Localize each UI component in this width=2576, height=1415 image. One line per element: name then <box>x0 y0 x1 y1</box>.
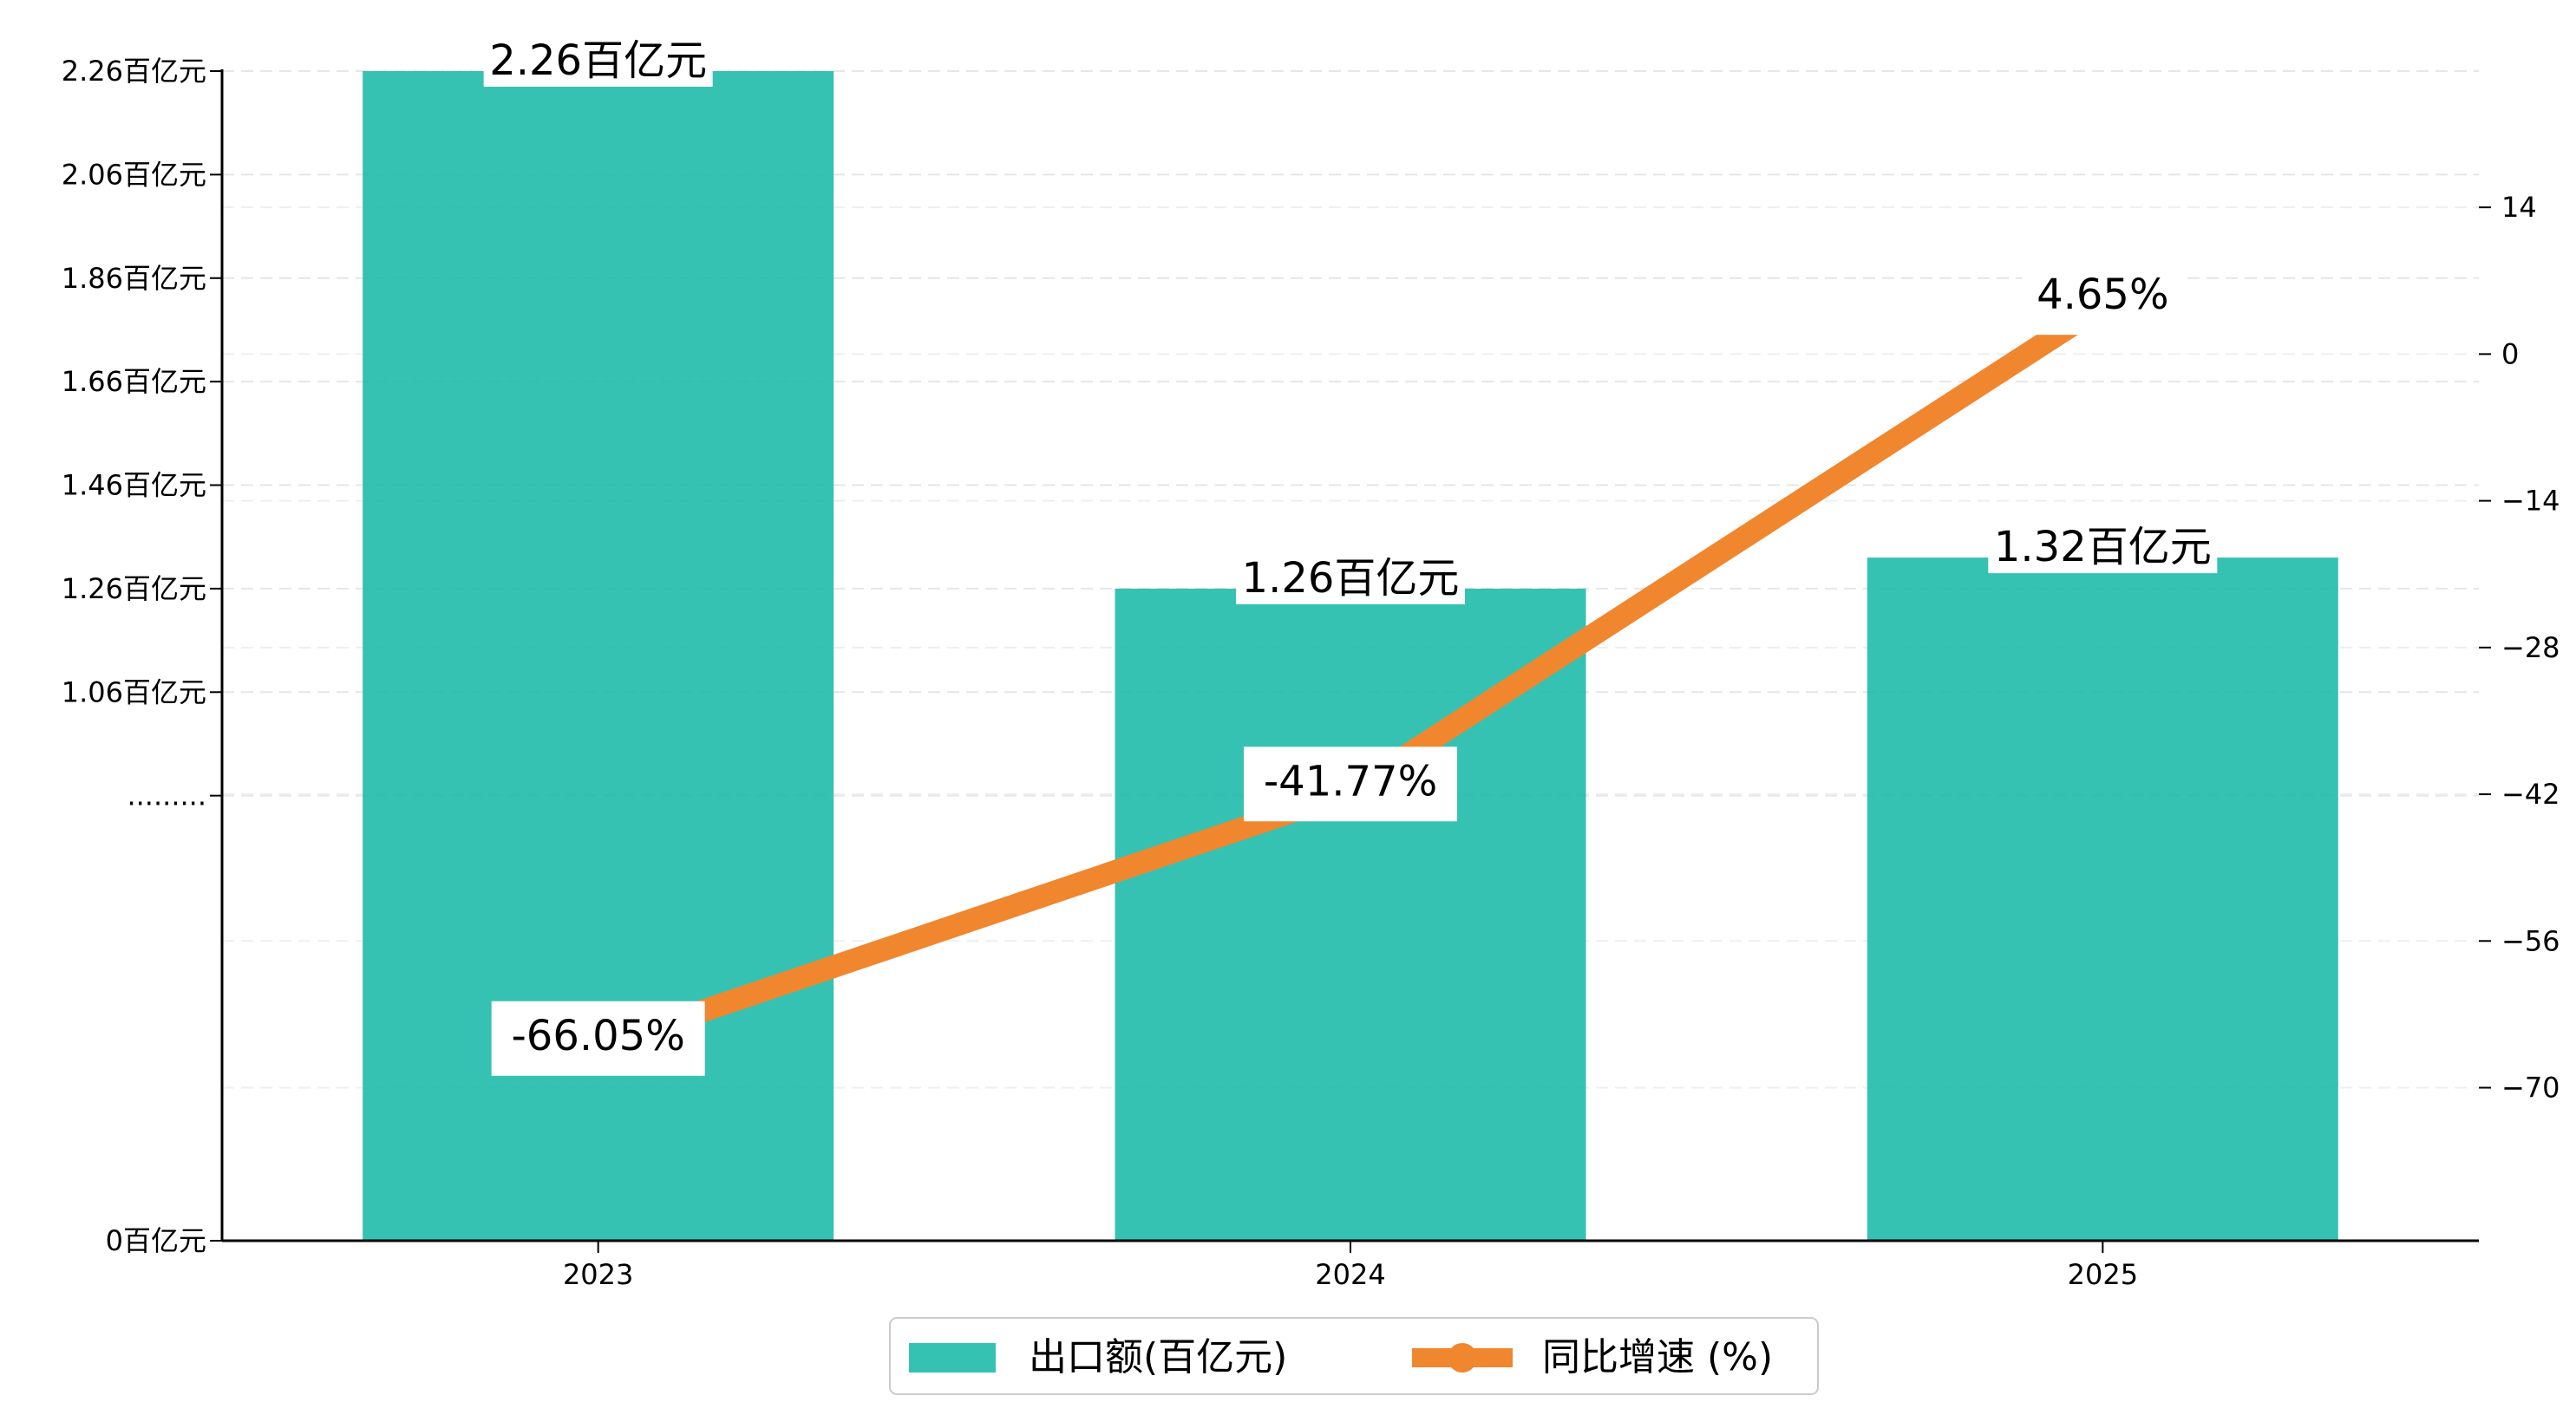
line-value-label: -66.05% <box>511 1012 684 1060</box>
bar-value-label: 1.26百亿元 <box>1242 554 1460 603</box>
bar-label-box <box>1988 523 2218 574</box>
right-tick-label: −14 <box>2501 485 2560 518</box>
left-tick-label: 0百亿元 <box>106 1224 206 1257</box>
bar-value-label: 2.26百亿元 <box>489 36 707 85</box>
bar-label-box <box>1236 553 1465 604</box>
legend-bar-swatch <box>909 1343 996 1373</box>
right-tick-label: −28 <box>2501 631 2560 664</box>
right-tick-label: 0 <box>2501 337 2519 370</box>
right-tick-label: −70 <box>2501 1072 2560 1105</box>
left-tick-label: ......... <box>127 779 206 812</box>
line-label-box <box>491 1001 705 1076</box>
left-tick-label: 1.46百亿元 <box>62 469 206 502</box>
data-labels: 2.26百亿元 1.26百亿元 1.32百亿元 -66.05% -41.77% 4.65% <box>483 36 2218 1076</box>
legend-line-marker <box>1448 1343 1477 1373</box>
line-value-label: -41.77% <box>1264 757 1437 805</box>
x-tick-label: 2025 <box>2068 1258 2138 1291</box>
left-tick-label: 1.66百亿元 <box>62 365 206 398</box>
bar-series <box>363 71 2338 1241</box>
line-label-box <box>1244 747 1457 822</box>
left-tick-label: 1.86百亿元 <box>62 262 206 295</box>
bar-value-label: 1.32百亿元 <box>1994 523 2212 571</box>
x-tick-label: 2023 <box>563 1258 633 1291</box>
bar-label-box <box>483 36 713 87</box>
left-tick-label: 2.06百亿元 <box>62 158 206 191</box>
left-tick-label: 2.26百亿元 <box>62 55 206 88</box>
x-tick-label: 2024 <box>1315 1258 1385 1291</box>
axes: 0百亿元......... 1.06百亿元 1.26百亿元 1.46百亿元 1.66百亿… <box>62 55 2560 1291</box>
left-tick-label: 1.26百亿元 <box>62 572 206 605</box>
right-tick-label: −42 <box>2501 778 2560 811</box>
line-value-label: 4.65% <box>2037 271 2168 319</box>
right-tick-label: −56 <box>2501 924 2560 957</box>
left-tick-label: 1.06百亿元 <box>62 675 206 708</box>
legend-bar-label: 出口额(百亿元) <box>1029 1335 1287 1379</box>
legend-line-label: 同比增速 (%) <box>1542 1335 1773 1379</box>
right-tick-label: 14 <box>2501 191 2537 224</box>
line-label-box <box>2022 260 2184 336</box>
bar-2025 <box>1867 558 2338 1241</box>
legend[interactable]: 出口额(百亿元) 同比增速 (%) <box>889 1317 1819 1395</box>
legend-frame <box>889 1317 1819 1395</box>
